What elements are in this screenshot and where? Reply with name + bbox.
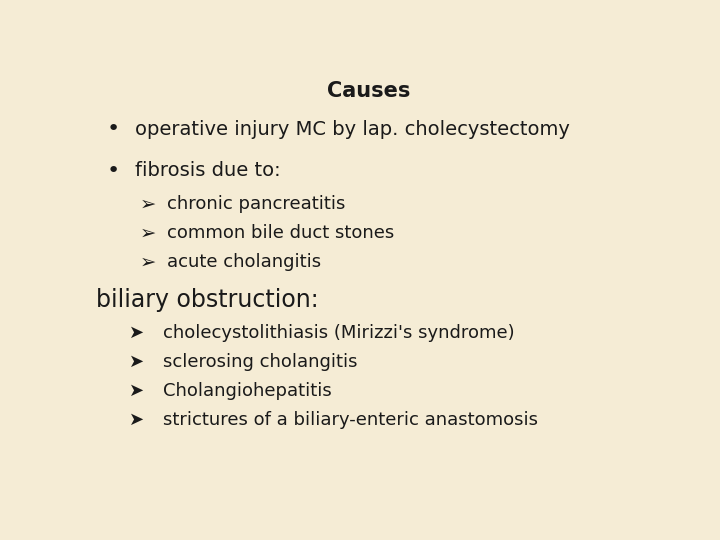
Text: ➤: ➤ [129,411,144,429]
Text: •: • [107,119,120,139]
Text: acute cholangitis: acute cholangitis [167,253,321,271]
Text: biliary obstruction:: biliary obstruction: [96,288,318,312]
Text: sclerosing cholangitis: sclerosing cholangitis [163,353,357,371]
Text: strictures of a biliary-enteric anastomosis: strictures of a biliary-enteric anastomo… [163,411,538,429]
Text: operative injury MC by lap. cholecystectomy: operative injury MC by lap. cholecystect… [135,120,570,139]
Text: •: • [107,161,120,181]
Text: ➤: ➤ [129,324,144,342]
Text: ➢: ➢ [140,224,156,242]
Text: common bile duct stones: common bile duct stones [167,224,395,242]
Text: ➤: ➤ [129,382,144,400]
Text: cholecystolithiasis (Mirizzi's syndrome): cholecystolithiasis (Mirizzi's syndrome) [163,324,514,342]
Text: chronic pancreatitis: chronic pancreatitis [167,195,346,213]
Text: ➢: ➢ [140,194,156,214]
Text: Causes: Causes [328,82,410,102]
Text: Cholangiohepatitis: Cholangiohepatitis [163,382,331,400]
Text: fibrosis due to:: fibrosis due to: [135,161,280,180]
Text: ➢: ➢ [140,253,156,272]
Text: ➤: ➤ [129,353,144,371]
